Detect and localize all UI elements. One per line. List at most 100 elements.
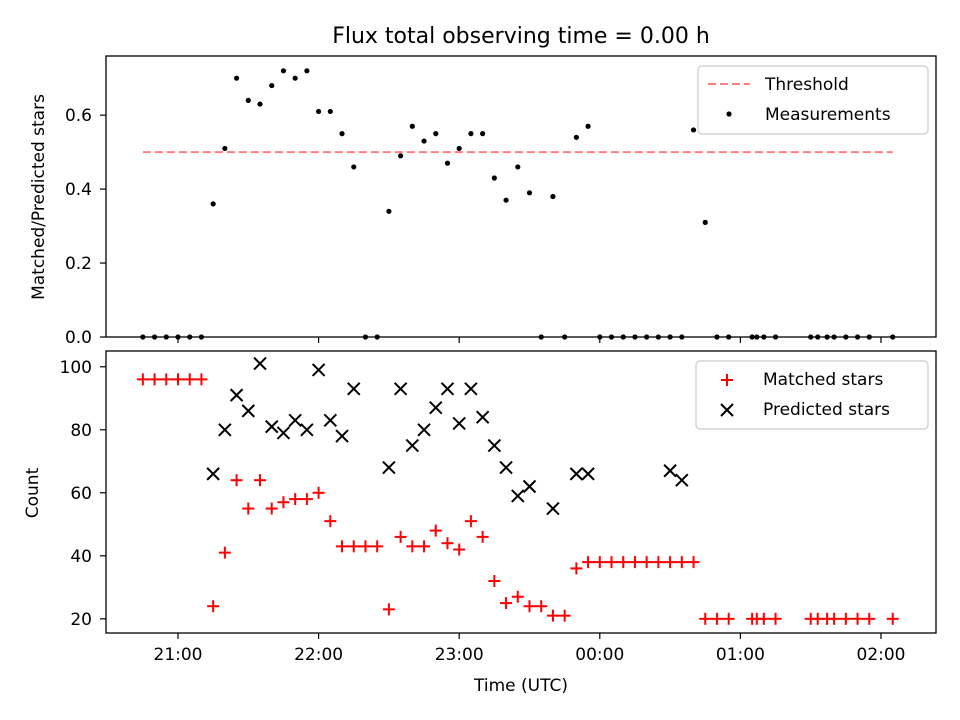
- top-axes-frame: [105, 55, 937, 338]
- predicted-star-point: [218, 423, 232, 437]
- predicted-star-point: [382, 460, 396, 475]
- measurement-point: [398, 153, 404, 159]
- matched-star-point: [546, 609, 559, 622]
- matched-star-point: [722, 612, 735, 625]
- predicted-marker-b: [323, 413, 338, 428]
- matched-star-point: [394, 530, 407, 543]
- matched-star-point: [886, 612, 899, 625]
- predicted-star-point: [581, 467, 595, 481]
- legend-bottom: Matched stars Predicted stars: [695, 360, 929, 430]
- bottom-x-axis-ticks: 21:00 22:00 23:00 00:00 01:00 02:00: [154, 633, 906, 665]
- predicted-star-point: [393, 382, 408, 396]
- predicted-marker-b: [475, 410, 490, 424]
- y-tick-label: 0.2: [65, 254, 92, 274]
- matched-star-point: [418, 540, 431, 553]
- predicted-star-point: [288, 413, 302, 428]
- measurement-point: [210, 201, 216, 207]
- legend-top-box: [697, 65, 929, 135]
- measurement-point: [409, 123, 415, 129]
- matched-star-point: [523, 600, 536, 613]
- x-axis-label-time: Time (UTC): [473, 676, 568, 696]
- predicted-marker-b: [347, 382, 361, 396]
- predicted-marker-b: [511, 489, 525, 503]
- matched-star-point: [769, 612, 782, 625]
- matched-star-point: [500, 597, 513, 610]
- predicted-marker-b: [382, 460, 396, 475]
- y-tick-label: 80: [70, 421, 92, 441]
- measurement-point: [526, 190, 533, 196]
- y-axis-label-ratio: Matched/Predicted stars: [29, 94, 49, 300]
- matched-star-point: [570, 562, 583, 575]
- matched-star-point: [851, 612, 864, 625]
- predicted-star-point: [522, 479, 537, 494]
- matched-star-point: [347, 540, 360, 553]
- predicted-marker-b: [464, 382, 478, 396]
- measurement-point: [433, 131, 439, 137]
- matched-star-point: [406, 540, 419, 553]
- predicted-star-point: [546, 501, 560, 516]
- predicted-marker-b: [241, 404, 256, 418]
- matched-star-point: [207, 600, 220, 613]
- y-tick-label: 0.0: [65, 328, 92, 348]
- predicted-marker-b: [522, 479, 537, 494]
- predicted-marker-b: [581, 467, 595, 481]
- measurement-point: [456, 145, 462, 152]
- predicted-star-point: [335, 429, 349, 443]
- predicted-marker-b: [300, 423, 314, 437]
- measurement-point: [491, 175, 497, 181]
- matched-star-point: [476, 530, 489, 543]
- measurement-point: [468, 131, 474, 137]
- measurement-point: [269, 82, 275, 89]
- y-tick-label: 60: [70, 484, 92, 504]
- predicted-star-point: [300, 423, 314, 437]
- matched-star-point: [558, 609, 571, 622]
- y-tick-label: 0.4: [65, 180, 92, 200]
- measurement-point: [421, 138, 427, 144]
- measurement-point: [444, 160, 451, 166]
- matched-star-point: [664, 556, 677, 569]
- measurement-point: [222, 145, 228, 152]
- y-tick-label: 40: [70, 547, 92, 567]
- predicted-star-point: [452, 416, 466, 431]
- matched-star-point: [254, 474, 267, 487]
- predicted-star-point: [440, 382, 455, 396]
- bottom-axes-frame: [105, 350, 937, 634]
- matched-star-point: [640, 556, 653, 569]
- legend-predicted-label: Predicted stars: [763, 400, 890, 420]
- matched-star-point: [324, 515, 337, 528]
- measurement-point: [550, 193, 556, 200]
- x-tick-label: 22:00: [294, 645, 343, 665]
- matched-star-point: [710, 612, 723, 625]
- measurement-point: [503, 197, 509, 203]
- y-tick-label: 0.6: [65, 106, 92, 126]
- predicted-star-point: [229, 388, 244, 402]
- measurement-point: [480, 131, 486, 137]
- x-tick-label: 23:00: [435, 645, 484, 665]
- legend-measurements-label: Measurements: [765, 105, 891, 125]
- matched-star-point: [160, 373, 173, 386]
- matched-star-point: [312, 486, 325, 499]
- predicted-marker-b: [405, 438, 420, 453]
- predicted-star-point: [475, 410, 490, 424]
- predicted-star-point: [241, 404, 256, 418]
- matched-star-point: [265, 502, 278, 515]
- matched-star-point: [839, 612, 852, 625]
- matched-star-point: [464, 515, 477, 528]
- matched-star-point: [828, 612, 841, 625]
- chart-title: Flux total observing time = 0.00 h: [332, 24, 710, 49]
- predicted-star-point: [206, 467, 220, 481]
- matched-star-point: [699, 612, 712, 625]
- predicted-marker-b: [487, 438, 502, 453]
- matched-star-point: [359, 540, 372, 553]
- matched-star-point: [628, 556, 641, 569]
- matched-star-point: [617, 556, 630, 569]
- predicted-marker-b: [417, 423, 431, 437]
- matched-star-point: [429, 524, 442, 537]
- legend-threshold-label: Threshold: [764, 75, 849, 95]
- legend-bottom-box: [695, 360, 929, 430]
- predicted-marker-b: [569, 467, 584, 481]
- matched-star-point: [371, 540, 384, 553]
- matched-star-point: [195, 373, 208, 386]
- top-y-axis-ticks: 0.0 0.2 0.4 0.6: [65, 106, 106, 348]
